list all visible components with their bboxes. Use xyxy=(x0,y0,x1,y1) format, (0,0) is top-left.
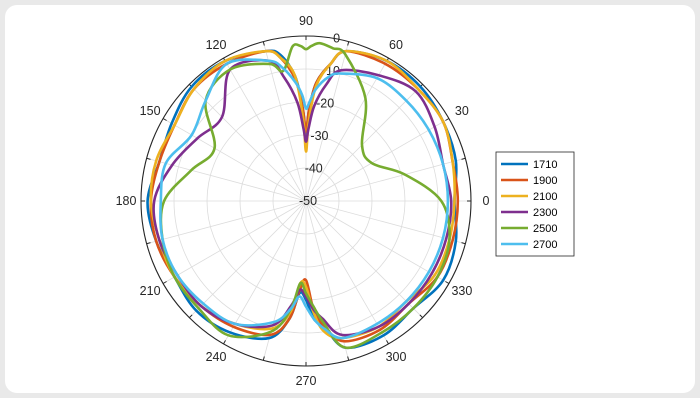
theta-tick-label: 120 xyxy=(206,38,227,52)
legend-box xyxy=(495,151,575,257)
spoke-gridline xyxy=(189,84,307,202)
spoke-gridline xyxy=(223,200,307,345)
ring-gridline xyxy=(173,68,439,334)
theta-tick-label: 90 xyxy=(299,14,313,28)
theta-tick-mark xyxy=(262,41,265,46)
spoke-gridline xyxy=(305,200,466,245)
spoke-gridline xyxy=(305,200,389,345)
theta-tick-mark xyxy=(188,314,193,319)
theta-tick-mark xyxy=(146,242,151,245)
legend-label-2100: 2100 xyxy=(533,191,557,203)
theta-tick-mark xyxy=(461,242,466,245)
spoke-gridline xyxy=(305,84,423,202)
spoke-gridline xyxy=(162,118,307,202)
legend-label-2700: 2700 xyxy=(533,239,557,251)
radius-tick-label: 0 xyxy=(333,32,340,46)
legend-label-2300: 2300 xyxy=(533,207,557,219)
series-line-2700 xyxy=(159,58,450,340)
series-line-2300 xyxy=(152,58,453,337)
series-line-2500 xyxy=(159,41,451,350)
spoke-gridline xyxy=(162,200,307,284)
radius-tick-label: -40 xyxy=(305,162,323,176)
theta-tick-label: 150 xyxy=(140,104,161,118)
theta-tick-mark xyxy=(419,314,424,319)
theta-tick-label: 60 xyxy=(389,38,403,52)
theta-tick-mark xyxy=(347,41,350,46)
theta-tick-mark xyxy=(445,281,450,284)
legend-label-2500: 2500 xyxy=(533,223,557,235)
theta-tick-label: 330 xyxy=(451,284,472,298)
spoke-gridline xyxy=(305,200,450,284)
ring-gridline xyxy=(272,167,340,235)
legend-label-1710: 1710 xyxy=(533,159,557,171)
theta-tick-label: 30 xyxy=(455,104,469,118)
spoke-gridline xyxy=(305,41,350,202)
spoke-gridline xyxy=(305,118,450,202)
theta-tick-mark xyxy=(162,281,167,284)
spoke-gridline xyxy=(223,57,307,202)
theta-tick-mark xyxy=(223,340,226,345)
theta-tick-mark xyxy=(461,157,466,160)
spoke-gridline xyxy=(262,41,307,202)
radius-tick-label: -50 xyxy=(299,194,317,208)
theta-tick-mark xyxy=(445,118,450,121)
spoke-gridline xyxy=(305,57,389,202)
series-line-2100 xyxy=(149,49,456,340)
theta-tick-mark xyxy=(262,356,265,361)
theta-tick-label: 0 xyxy=(483,194,490,208)
spoke-gridline xyxy=(189,200,307,318)
theta-tick-mark xyxy=(347,356,350,361)
spoke-gridline xyxy=(305,157,466,202)
theta-tick-label: 180 xyxy=(116,194,137,208)
legend-label-1900: 1900 xyxy=(533,175,557,187)
theta-tick-label: 240 xyxy=(206,350,227,364)
theta-tick-mark xyxy=(146,157,151,160)
theta-tick-label: 270 xyxy=(296,374,317,388)
spoke-gridline xyxy=(146,200,307,245)
theta-tick-mark xyxy=(386,340,389,345)
theta-tick-label: 300 xyxy=(386,350,407,364)
radius-tick-label: -30 xyxy=(310,129,328,143)
radius-tick-label: -20 xyxy=(316,97,334,111)
theta-tick-mark xyxy=(162,118,167,121)
theta-tick-label: 210 xyxy=(140,284,161,298)
spoke-gridline xyxy=(305,200,423,318)
